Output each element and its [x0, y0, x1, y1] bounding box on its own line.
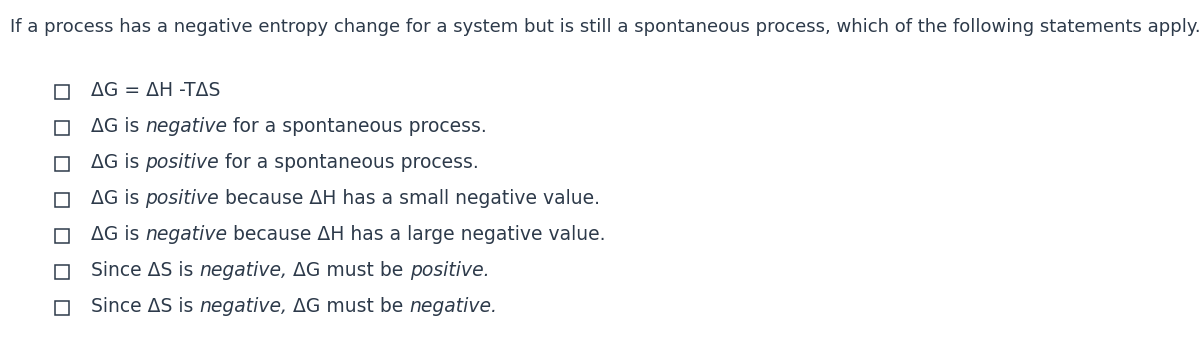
- Text: Since ΔS is: Since ΔS is: [91, 261, 199, 281]
- Text: negative,: negative,: [199, 297, 287, 317]
- Bar: [55, 193, 68, 207]
- Text: because ΔH has a small negative value.: because ΔH has a small negative value.: [218, 189, 600, 209]
- Bar: [55, 157, 68, 171]
- Text: ΔG must be: ΔG must be: [287, 297, 409, 317]
- Text: positive.: positive.: [409, 261, 490, 281]
- Text: for a spontaneous process.: for a spontaneous process.: [227, 118, 487, 137]
- Bar: [55, 301, 68, 315]
- Text: negative,: negative,: [199, 261, 287, 281]
- Text: ΔG = ΔH -TΔS: ΔG = ΔH -TΔS: [91, 82, 221, 100]
- Text: negative: negative: [145, 118, 227, 137]
- Text: for a spontaneous process.: for a spontaneous process.: [218, 154, 479, 173]
- Text: negative.: negative.: [409, 297, 498, 317]
- Text: ΔG is: ΔG is: [91, 189, 145, 209]
- Text: ΔG must be: ΔG must be: [287, 261, 409, 281]
- Bar: [55, 229, 68, 243]
- Text: ΔG is: ΔG is: [91, 118, 145, 137]
- Bar: [55, 85, 68, 99]
- Text: If a process has a negative entropy change for a system but is still a spontaneo: If a process has a negative entropy chan…: [10, 18, 1200, 36]
- Text: positive: positive: [145, 189, 218, 209]
- Bar: [55, 265, 68, 279]
- Text: because ΔH has a large negative value.: because ΔH has a large negative value.: [227, 225, 606, 245]
- Text: ΔG is: ΔG is: [91, 225, 145, 245]
- Bar: [55, 121, 68, 135]
- Text: Since ΔS is: Since ΔS is: [91, 297, 199, 317]
- Text: positive: positive: [145, 154, 218, 173]
- Text: ΔG is: ΔG is: [91, 154, 145, 173]
- Text: negative: negative: [145, 225, 227, 245]
